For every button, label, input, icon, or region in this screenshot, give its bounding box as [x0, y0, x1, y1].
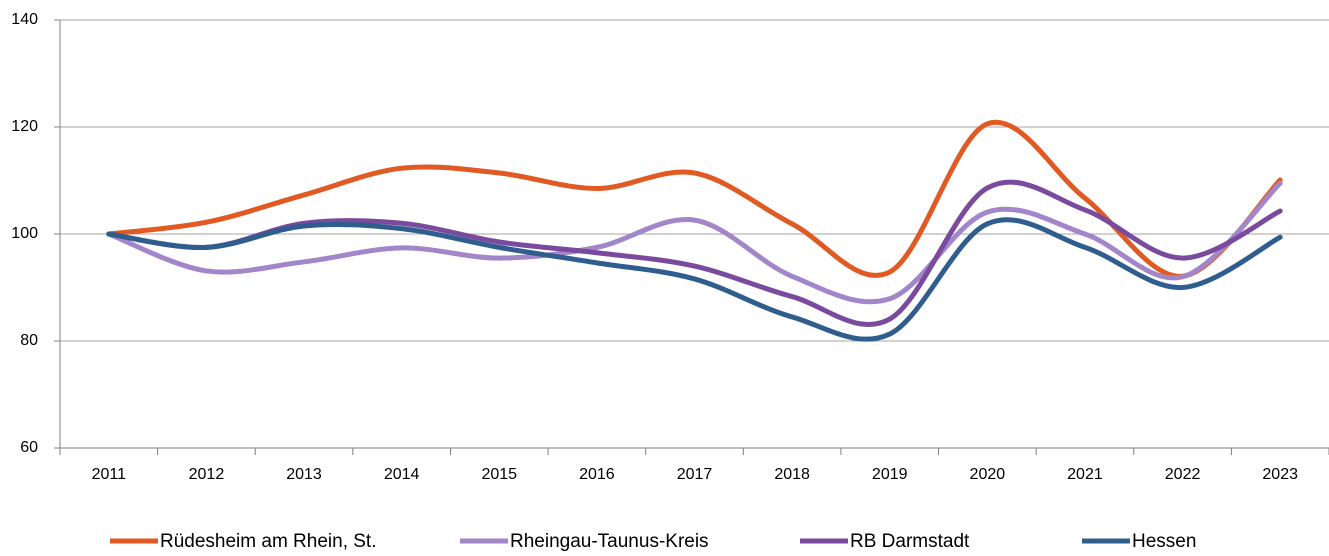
y-tick-label: 120 — [11, 118, 38, 135]
x-tick-label: 2018 — [774, 466, 810, 483]
x-tick-label: 2021 — [1067, 466, 1103, 483]
x-tick-label: 2022 — [1165, 466, 1201, 483]
x-tick-label: 2014 — [384, 466, 420, 483]
x-tick-label: 2015 — [481, 466, 517, 483]
legend-label: RB Darmstadt — [850, 531, 970, 552]
series-line — [106, 119, 1283, 279]
y-tick-label: 140 — [11, 11, 38, 28]
x-tick-label: 2013 — [286, 466, 322, 483]
y-tick-label: 80 — [20, 332, 38, 349]
y-tick-label: 60 — [20, 439, 38, 456]
series-line — [106, 180, 1283, 305]
x-tick-label: 2016 — [579, 466, 615, 483]
x-tick-label: 2019 — [872, 466, 908, 483]
x-tick-label: 2023 — [1262, 466, 1298, 483]
legend-label: Rheingau-Taunus-Kreis — [510, 531, 709, 552]
series-line — [106, 179, 1283, 327]
x-tick-label: 2011 — [92, 466, 127, 483]
legend-label: Hessen — [1132, 531, 1196, 552]
legend-label: Rüdesheim am Rhein, St. — [160, 531, 377, 552]
x-tick-label: 2017 — [677, 466, 713, 483]
y-tick-label: 100 — [11, 225, 38, 242]
series-line — [106, 217, 1283, 342]
x-tick-label: 2020 — [970, 466, 1006, 483]
x-tick-label: 2012 — [189, 466, 225, 483]
